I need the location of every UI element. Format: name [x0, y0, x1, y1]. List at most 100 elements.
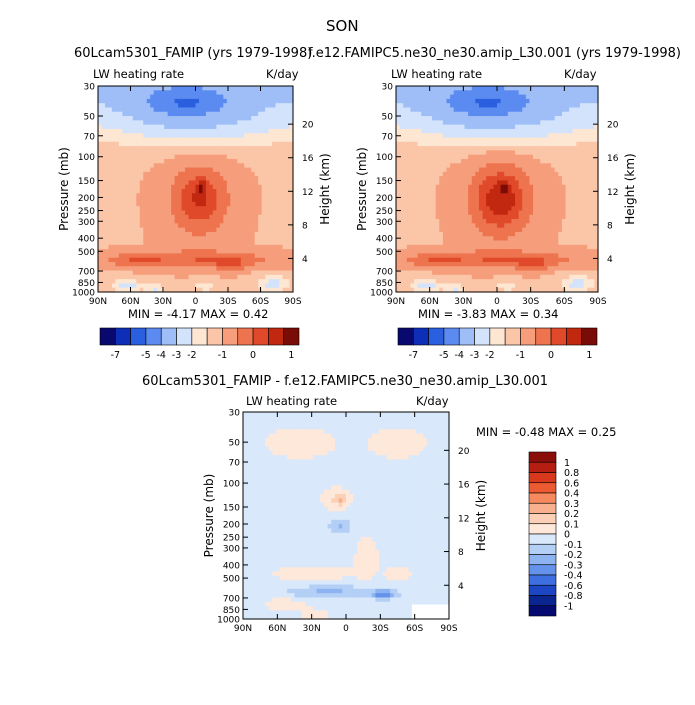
heatmap-cell [525, 167, 531, 173]
heatmap-cell [157, 158, 162, 164]
heatmap-cell [258, 141, 263, 147]
heatmap-cell [153, 90, 158, 96]
heatmap-cell [136, 103, 141, 109]
heatmap-cell [396, 274, 401, 280]
heatmap-cell [268, 189, 273, 194]
heatmap-cell [421, 184, 426, 190]
heatmap-cell [205, 193, 211, 199]
heatmap-cell [536, 98, 541, 104]
heatmap-cell [475, 266, 480, 272]
heatmap-cell [543, 244, 549, 250]
heatmap-cell [195, 128, 200, 134]
heatmap-cell [282, 103, 287, 109]
heatmap-cell [205, 94, 211, 100]
heatmap-cell [453, 128, 458, 134]
heatmap-cell [219, 270, 224, 276]
heatmap-cell [446, 231, 451, 237]
heatmap-cell [286, 146, 291, 151]
heatmap-cell [464, 128, 469, 134]
heatmap-cell [497, 214, 502, 220]
heatmap-cell [268, 158, 273, 164]
heatmap-cell [543, 120, 549, 126]
heatmap-cell [515, 283, 520, 289]
heatmap-cell [261, 274, 266, 280]
heatmap-cell [547, 210, 552, 216]
heatmap-cell [139, 158, 144, 164]
heatmap-cell [174, 86, 179, 91]
heatmap-cell [98, 171, 103, 177]
heatmap-cell [205, 124, 211, 130]
heatmap-cell [439, 137, 444, 143]
heatmap-cell [475, 261, 480, 267]
heatmap-cell [185, 266, 190, 272]
heatmap-cell [421, 206, 426, 212]
heatmap-cell [254, 287, 259, 293]
heatmap-cell [125, 253, 130, 259]
heatmap-cell [489, 158, 494, 164]
heatmap-cell [202, 176, 207, 182]
heatmap-cell [439, 176, 444, 182]
heatmap-cell [515, 231, 520, 237]
heatmap-cell [403, 171, 408, 177]
heatmap-cell [540, 270, 545, 276]
heatmap-cell [181, 219, 186, 224]
heatmap-cell [139, 107, 144, 113]
heatmap-cell [254, 90, 259, 96]
heatmap-cell [464, 158, 469, 164]
heatmap-cell [515, 244, 520, 250]
heatmap-cell [482, 189, 487, 194]
heatmap-cell [489, 107, 494, 113]
heatmap-cell [558, 146, 563, 151]
heatmap-cell [139, 180, 144, 186]
heatmap-cell [439, 116, 444, 121]
heatmap-cell [414, 141, 419, 147]
heatmap-cell [153, 219, 158, 224]
heatmap-cell [525, 206, 531, 212]
heatmap-cell [406, 141, 412, 147]
heatmap-cell [226, 111, 231, 117]
heatmap-cell [439, 146, 444, 151]
heatmap-cell [212, 128, 217, 134]
heatmap-cell [212, 116, 217, 121]
heatmap-cell [551, 270, 556, 276]
heatmap-cell [223, 137, 228, 143]
heatmap-cell [478, 163, 484, 169]
heatmap-cell [468, 231, 473, 237]
heatmap-cell [111, 210, 117, 216]
heatmap-cell [471, 236, 476, 242]
heatmap-cell [261, 171, 266, 177]
heatmap-cell [504, 279, 509, 285]
heatmap-cell [157, 249, 162, 254]
heatmap-cell [500, 257, 505, 263]
heatmap-cell [174, 90, 179, 96]
heatmap-cell [212, 219, 217, 224]
heatmap-cell [272, 240, 277, 246]
heatmap-cell [403, 116, 408, 121]
heatmap-cell [101, 231, 106, 237]
heatmap-cell [136, 107, 141, 113]
heatmap-cell [421, 283, 426, 289]
heatmap-cell [219, 283, 224, 289]
heatmap-cell [174, 214, 179, 220]
heatmap-cell [424, 163, 430, 169]
heatmap-cell [497, 193, 502, 199]
heatmap-cell [406, 146, 412, 151]
heatmap-cell [240, 193, 245, 199]
heatmap-cell [195, 141, 200, 147]
heatmap-cell [453, 124, 458, 130]
heatmap-cell [254, 223, 259, 229]
heatmap-cell [471, 240, 476, 246]
heatmap-cell [561, 197, 567, 203]
heatmap-cell [489, 103, 494, 109]
heatmap-cell [464, 137, 469, 143]
heatmap-cell [442, 124, 448, 130]
heatmap-cell [223, 279, 228, 285]
heatmap-cell [396, 128, 401, 134]
heatmap-cell [240, 210, 245, 216]
panel-1-stats: MIN = -4.17 MAX = 0.42 [128, 307, 269, 321]
heatmap-cell [139, 210, 144, 216]
heatmap-cell [209, 274, 214, 280]
heatmap-cell [439, 197, 444, 203]
heatmap-cell [244, 249, 249, 254]
heatmap-cell [471, 189, 476, 194]
